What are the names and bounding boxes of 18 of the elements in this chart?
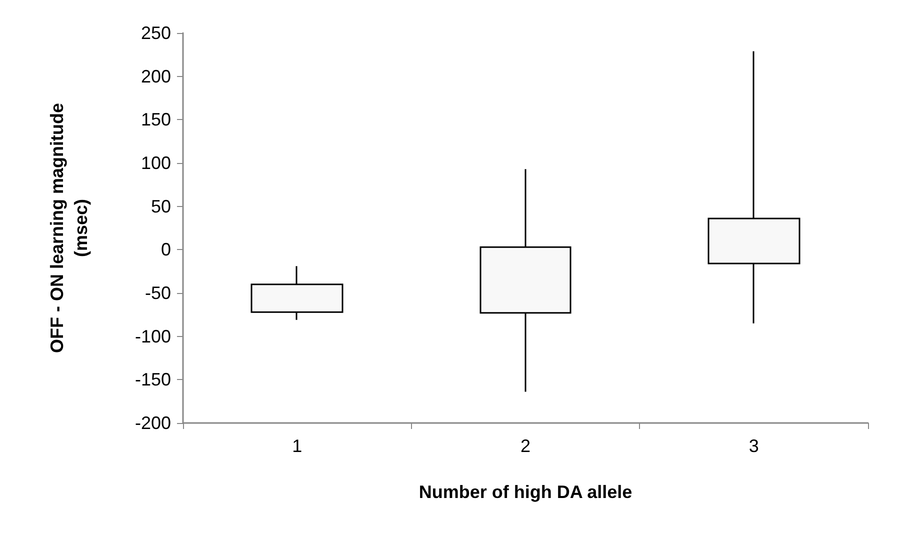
y-tick-label: -50 <box>144 283 171 303</box>
y-tick-label: 150 <box>140 110 171 130</box>
candlestick <box>708 50 800 324</box>
y-tick-label: 200 <box>140 66 171 86</box>
x-axis-title: Number of high DA allele <box>418 482 632 502</box>
y-tick-label: -150 <box>134 370 171 390</box>
candlestick <box>250 265 344 321</box>
y-tick-label: 250 <box>140 23 171 43</box>
y-tick-label: -200 <box>134 413 171 433</box>
y-tick-label: -100 <box>134 326 171 346</box>
x-tick-label: 3 <box>748 436 759 456</box>
y-axis-title: OFF - ON learning magnitude (msec) <box>47 102 91 354</box>
y-tick-label: 100 <box>140 153 171 173</box>
y-tick-label: 0 <box>160 240 171 260</box>
y-tick-label: 50 <box>150 196 171 216</box>
x-tick-label: 1 <box>292 436 302 456</box>
x-tick-label: 2 <box>520 436 531 456</box>
candlestick <box>480 168 572 393</box>
